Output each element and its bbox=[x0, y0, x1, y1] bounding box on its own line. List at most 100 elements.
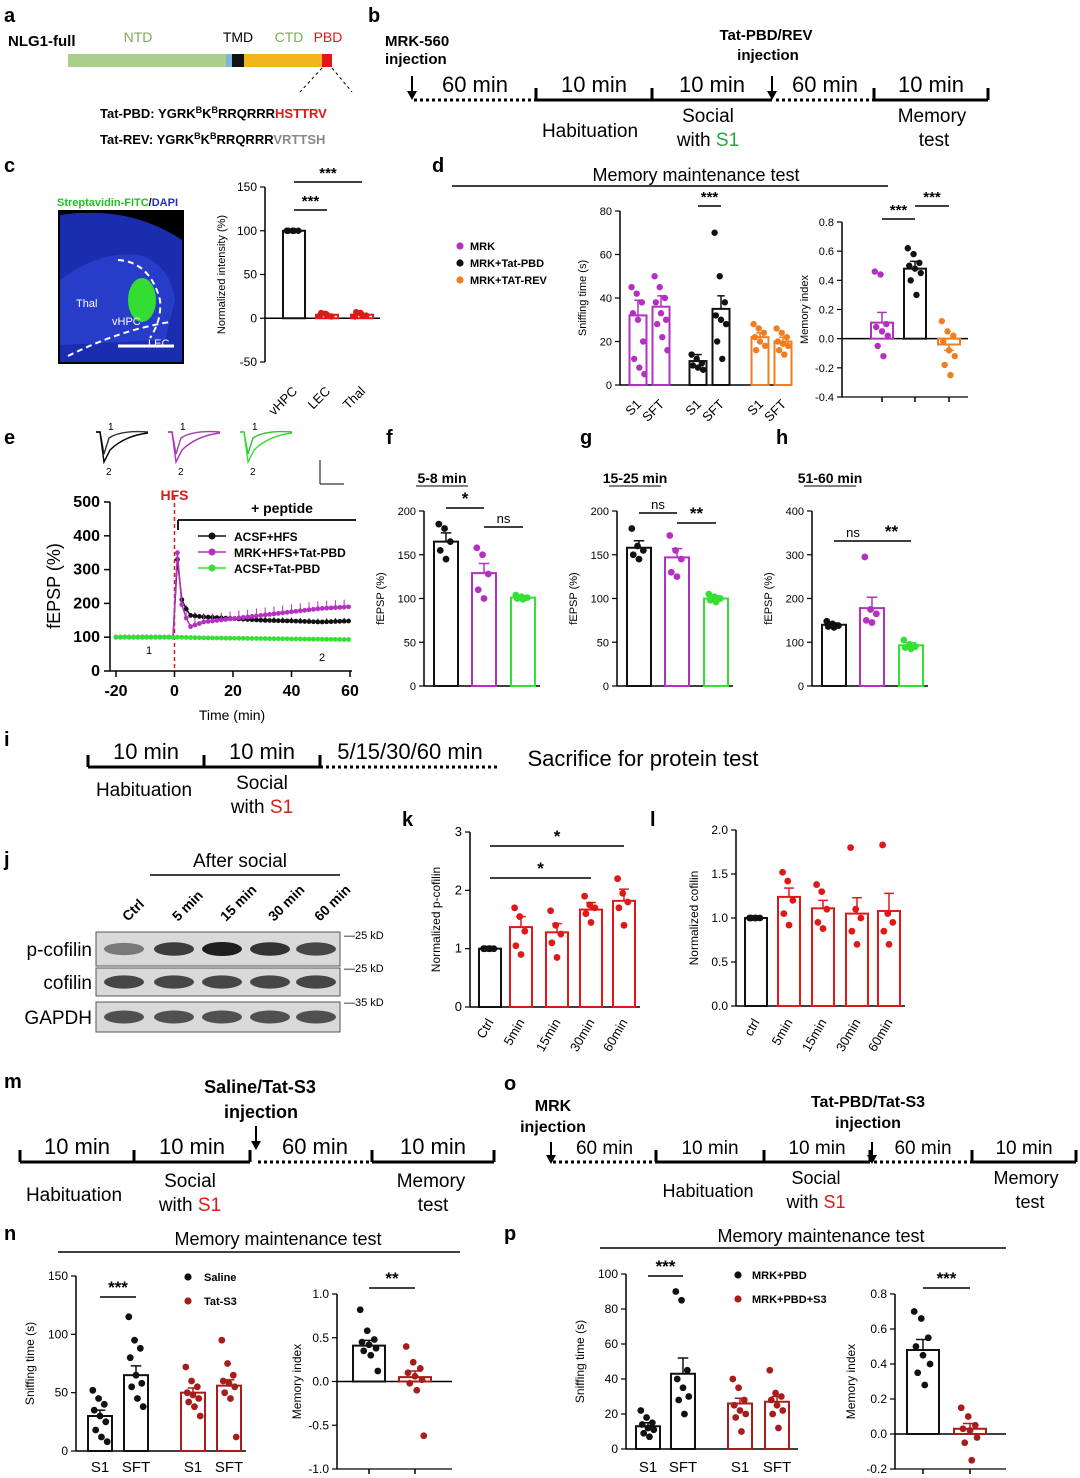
data-point bbox=[131, 1336, 138, 1344]
panel-letter: g bbox=[580, 427, 592, 449]
data-point bbox=[971, 1421, 979, 1429]
data-point bbox=[722, 320, 730, 328]
data-point bbox=[914, 1369, 922, 1377]
data-point bbox=[232, 616, 237, 621]
data-point bbox=[486, 945, 494, 953]
data-point bbox=[157, 634, 163, 640]
data-point bbox=[643, 1414, 650, 1421]
data-point bbox=[189, 1391, 197, 1399]
data-point bbox=[880, 352, 887, 360]
habituation-label: Habituation bbox=[96, 780, 192, 801]
trace-label: 1 bbox=[180, 422, 186, 433]
data-point bbox=[323, 311, 331, 318]
data-point bbox=[315, 606, 321, 612]
data-point bbox=[302, 607, 308, 613]
data-point bbox=[657, 310, 665, 317]
data-point bbox=[629, 551, 637, 559]
data-point bbox=[144, 634, 150, 640]
y-tick-label: 1.0 bbox=[312, 1287, 329, 1301]
ntd-domain bbox=[68, 54, 226, 67]
data-point bbox=[135, 634, 141, 640]
data-point bbox=[713, 338, 721, 345]
y-tick-label: 20 bbox=[605, 1407, 619, 1421]
data-point bbox=[848, 927, 856, 935]
panel-p-sniffing-chart: 0 20 40 60 80 100 Sniffing time (s) S1 SFT S1 SFT bbox=[573, 1267, 798, 1476]
y-tick-label: 1 bbox=[455, 941, 462, 956]
data-point bbox=[901, 644, 909, 651]
bar bbox=[703, 597, 729, 687]
data-point bbox=[196, 614, 202, 619]
data-point bbox=[179, 602, 185, 607]
data-point bbox=[911, 265, 919, 272]
data-point bbox=[218, 635, 224, 641]
panel-letter: o bbox=[504, 1073, 516, 1095]
panel-f-chart: 0 50 100 150 200 fEPSP (%) bbox=[375, 506, 540, 693]
data-point bbox=[883, 320, 890, 328]
data-point bbox=[103, 1438, 111, 1446]
data-point bbox=[289, 636, 294, 642]
data-point bbox=[337, 637, 343, 642]
data-point bbox=[284, 618, 290, 624]
blot-p-cofilin bbox=[95, 931, 341, 967]
data-point bbox=[267, 611, 272, 617]
data-point bbox=[136, 1344, 144, 1352]
data-point bbox=[341, 618, 347, 624]
blot-band bbox=[202, 975, 242, 989]
y-tick-label: 20 bbox=[600, 337, 612, 349]
data-point bbox=[924, 1334, 932, 1342]
data-point bbox=[548, 939, 556, 947]
data-point bbox=[774, 338, 782, 345]
data-point bbox=[311, 619, 316, 625]
panel-letter: p bbox=[504, 1223, 516, 1245]
data-point bbox=[732, 1414, 740, 1421]
bar bbox=[903, 267, 927, 340]
domain-label: CTD bbox=[275, 29, 304, 45]
lane-label: Ctrl bbox=[119, 896, 147, 924]
data-point bbox=[874, 342, 881, 350]
data-point bbox=[512, 942, 520, 950]
blot-band bbox=[296, 942, 336, 956]
injection-label: injection bbox=[520, 1119, 586, 1136]
data-point bbox=[653, 320, 661, 328]
panel-h-chart: 0 100 200 300 400 fEPSP (%) bbox=[763, 506, 928, 693]
trace-label: 2 bbox=[178, 467, 184, 478]
y-tick-label: 200 bbox=[398, 506, 416, 518]
data-point bbox=[262, 636, 268, 641]
panel-title: 51-60 min bbox=[798, 470, 863, 486]
panel-letter: l bbox=[650, 809, 656, 831]
y-tick-label: 400 bbox=[786, 506, 804, 518]
data-point bbox=[227, 616, 233, 622]
after-social-label: After social bbox=[193, 851, 287, 872]
blot-row-label: cofilin bbox=[43, 973, 92, 994]
data-point bbox=[290, 227, 298, 234]
legend-label: Tat-S3 bbox=[204, 1296, 237, 1308]
data-point bbox=[132, 1371, 140, 1379]
y-tick-label: 2.0 bbox=[711, 823, 728, 837]
region-label: vHPC bbox=[112, 316, 141, 328]
data-point bbox=[324, 636, 329, 642]
y-tick-label: 0 bbox=[606, 380, 612, 392]
data-point bbox=[871, 268, 878, 275]
data-point bbox=[126, 634, 132, 640]
data-point bbox=[166, 634, 172, 640]
data-point bbox=[813, 881, 820, 888]
y-axis-label: Normalized p-cofilin bbox=[429, 867, 443, 972]
data-point bbox=[673, 1375, 681, 1383]
data-point bbox=[950, 332, 957, 339]
data-point bbox=[773, 1401, 781, 1409]
data-point bbox=[360, 1347, 368, 1355]
data-point bbox=[961, 1439, 969, 1447]
data-point bbox=[225, 1379, 233, 1387]
y-tick-label: 200 bbox=[73, 595, 100, 612]
data-point bbox=[484, 570, 492, 578]
data-point bbox=[552, 921, 560, 929]
x-tick-label: 30min bbox=[833, 1016, 864, 1054]
data-point bbox=[328, 605, 334, 611]
x-tick-label: S1 bbox=[639, 1459, 657, 1476]
significance-label: ns bbox=[497, 511, 511, 526]
legend-marker bbox=[456, 276, 464, 284]
data-point bbox=[884, 332, 891, 339]
data-point bbox=[284, 609, 290, 615]
blot-band bbox=[154, 1010, 194, 1024]
duration-label: 10 min bbox=[400, 1134, 466, 1159]
